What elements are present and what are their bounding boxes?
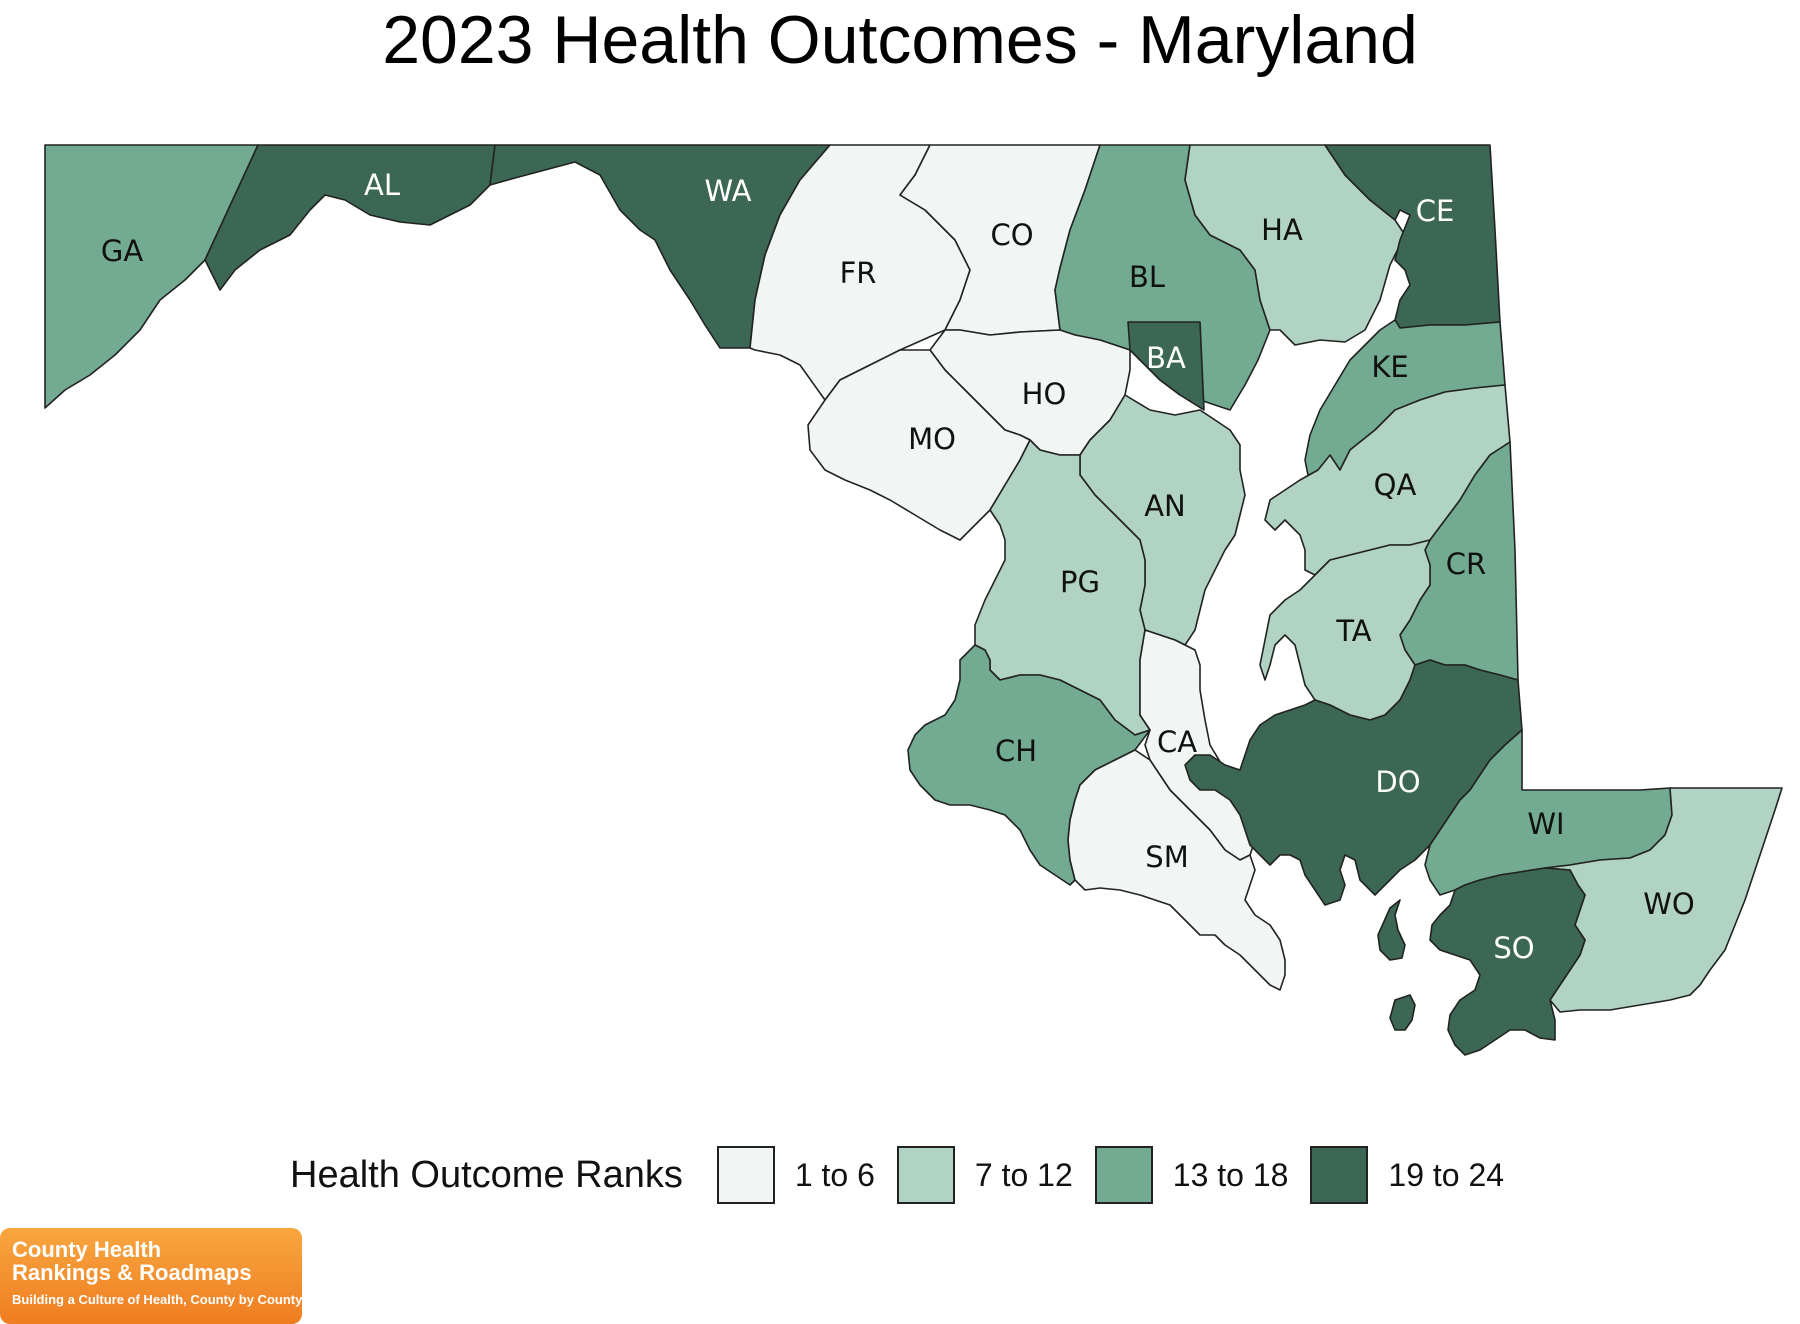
county-sm bbox=[1067, 749, 1286, 991]
county-label-co: CO bbox=[990, 218, 1033, 252]
county-label-ba: BA bbox=[1146, 341, 1186, 375]
legend-item: 19 to 24 bbox=[1310, 1146, 1510, 1204]
county-label-do: DO bbox=[1375, 765, 1420, 799]
chrr-logo: County Health Rankings & Roadmaps Buildi… bbox=[0, 1228, 302, 1324]
legend-title: Health Outcome Ranks bbox=[290, 1153, 683, 1196]
county-label-ga: GA bbox=[101, 234, 143, 268]
county-label-cr: CR bbox=[1446, 547, 1486, 581]
county-label-wa: WA bbox=[705, 174, 752, 208]
county-label-wi: WI bbox=[1527, 807, 1564, 841]
county-al bbox=[204, 144, 496, 291]
legend-item: 1 to 6 bbox=[716, 1146, 881, 1204]
county-label-bl: BL bbox=[1129, 260, 1165, 294]
legend-label: 1 to 6 bbox=[794, 1156, 875, 1193]
county-label-fr: FR bbox=[840, 256, 877, 290]
legend-label: 19 to 24 bbox=[1388, 1156, 1505, 1193]
county-label-pg: PG bbox=[1060, 565, 1100, 599]
county-ba bbox=[1127, 321, 1205, 411]
county-label-al: AL bbox=[364, 168, 400, 202]
county-label-mo: MO bbox=[908, 422, 956, 456]
logo-line-1: County Health bbox=[12, 1237, 162, 1262]
county-label-ta: TA bbox=[1335, 614, 1371, 648]
logo-line-2: Rankings & Roadmaps bbox=[12, 1260, 252, 1285]
legend-swatch bbox=[1094, 1146, 1153, 1204]
legend-swatch bbox=[896, 1146, 955, 1204]
county-label-ce: CE bbox=[1416, 194, 1455, 228]
county-so bbox=[1377, 867, 1586, 1056]
county-label-ch: CH bbox=[995, 734, 1037, 768]
legend-label: 13 to 18 bbox=[1172, 1156, 1289, 1193]
legend-item: 7 to 12 bbox=[896, 1146, 1079, 1204]
legend-item: 13 to 18 bbox=[1094, 1146, 1295, 1204]
county-label-ho: HO bbox=[1022, 377, 1067, 411]
legend: Health Outcome Ranks 1 to 6 7 to 12 13 t… bbox=[290, 1140, 1510, 1210]
county-label-ke: KE bbox=[1371, 350, 1408, 384]
legend-label: 7 to 12 bbox=[974, 1156, 1073, 1193]
county-label-ha: HA bbox=[1261, 213, 1303, 247]
legend-swatch bbox=[716, 1146, 775, 1204]
county-label-ca: CA bbox=[1157, 725, 1197, 759]
county-do bbox=[1184, 659, 1523, 906]
county-label-wo: WO bbox=[1643, 887, 1695, 921]
county-label-an: AN bbox=[1144, 489, 1186, 523]
legend-swatch bbox=[1310, 1146, 1369, 1204]
county-label-qa: QA bbox=[1374, 468, 1417, 502]
county-ta bbox=[1259, 539, 1431, 721]
logo-tagline: Building a Culture of Health, County by … bbox=[12, 1292, 303, 1307]
map-title: 2023 Health Outcomes - Maryland bbox=[382, 2, 1418, 78]
county-label-so: SO bbox=[1493, 931, 1534, 965]
county-label-sm: SM bbox=[1145, 840, 1188, 874]
